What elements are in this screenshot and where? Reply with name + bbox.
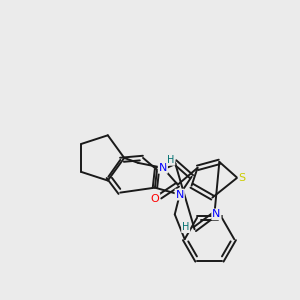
Text: O: O [151,194,159,203]
Text: S: S [238,173,246,183]
Text: N: N [176,190,184,200]
Text: N: N [159,163,167,173]
Text: H: H [182,222,189,232]
Text: H: H [167,155,175,165]
Text: N: N [212,209,220,219]
